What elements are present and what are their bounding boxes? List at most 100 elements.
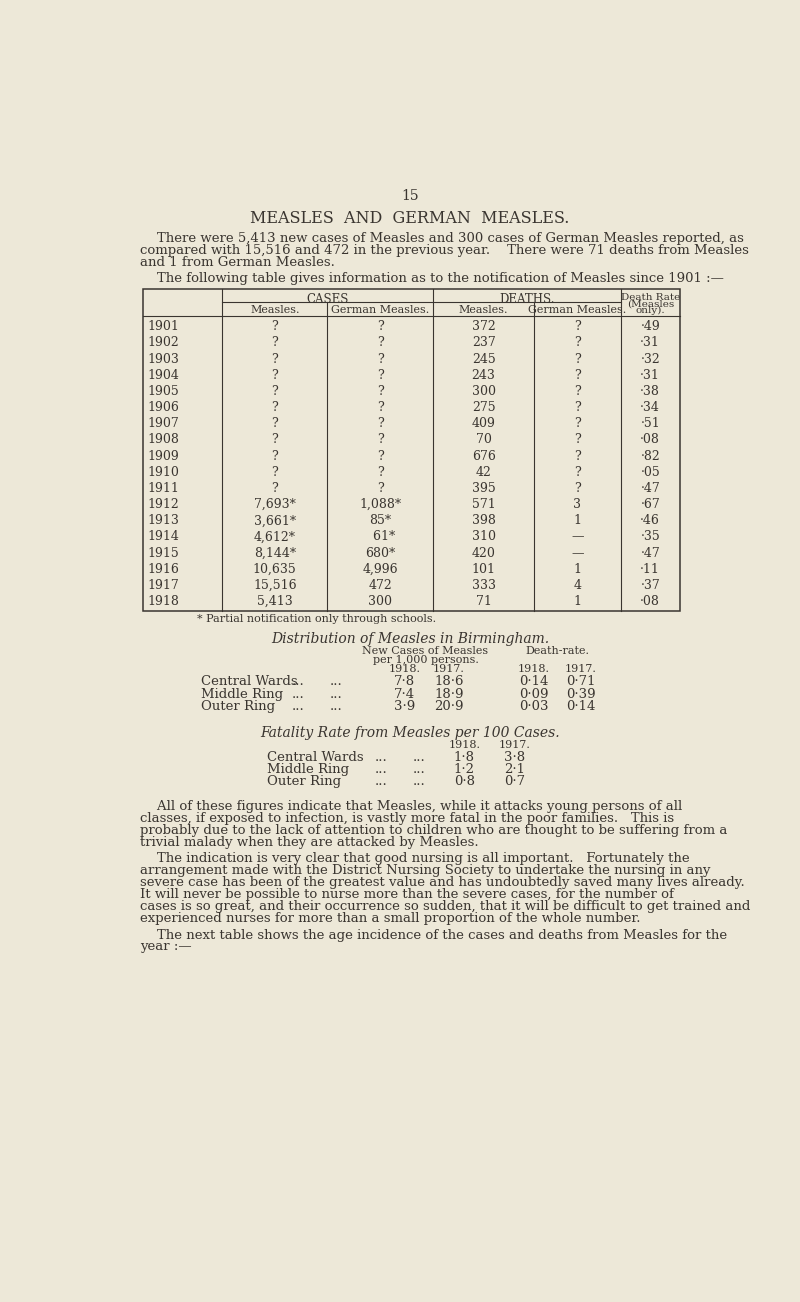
Text: 1909: 1909 bbox=[147, 449, 179, 462]
Text: 1: 1 bbox=[574, 595, 582, 608]
Text: 101: 101 bbox=[472, 562, 496, 575]
Text: 20·9: 20·9 bbox=[434, 700, 463, 713]
Text: ·34: ·34 bbox=[640, 401, 660, 414]
Text: ?: ? bbox=[377, 466, 383, 479]
Text: 85*: 85* bbox=[369, 514, 391, 527]
Text: 1918.: 1918. bbox=[448, 740, 480, 750]
Text: 0·7: 0·7 bbox=[504, 775, 525, 788]
Text: ·31: ·31 bbox=[640, 368, 660, 381]
Text: cases is so great, and their occurrence so sudden, that it will be difficult to : cases is so great, and their occurrence … bbox=[140, 900, 750, 913]
Text: ·32: ·32 bbox=[640, 353, 660, 366]
Text: 0·03: 0·03 bbox=[519, 700, 549, 713]
Text: 1917.: 1917. bbox=[565, 664, 597, 674]
Text: ?: ? bbox=[271, 434, 278, 447]
Text: only).: only). bbox=[635, 306, 665, 315]
Text: ?: ? bbox=[271, 417, 278, 430]
Text: 395: 395 bbox=[472, 482, 495, 495]
Text: 1916: 1916 bbox=[147, 562, 179, 575]
Text: Central Wards: Central Wards bbox=[266, 751, 363, 764]
Text: compared with 15,516 and 472 in the previous year.    There were 71 deaths from : compared with 15,516 and 472 in the prev… bbox=[140, 243, 749, 256]
Text: 1908: 1908 bbox=[147, 434, 179, 447]
Text: Middle Ring: Middle Ring bbox=[266, 763, 349, 776]
Text: ...: ... bbox=[375, 751, 388, 764]
Text: and 1 from German Measles.: and 1 from German Measles. bbox=[140, 255, 335, 268]
Text: ...: ... bbox=[292, 687, 305, 700]
Text: ·35: ·35 bbox=[640, 530, 660, 543]
Text: 1917: 1917 bbox=[147, 579, 179, 592]
Text: ?: ? bbox=[271, 320, 278, 333]
Text: 1918.: 1918. bbox=[518, 664, 550, 674]
Text: 0·39: 0·39 bbox=[566, 687, 595, 700]
Text: 1: 1 bbox=[574, 514, 582, 527]
Text: ...: ... bbox=[330, 676, 342, 689]
Text: 472: 472 bbox=[368, 579, 392, 592]
Text: German Measles.: German Measles. bbox=[528, 305, 626, 315]
Text: Death Rate: Death Rate bbox=[621, 293, 680, 302]
Text: ?: ? bbox=[377, 434, 383, 447]
Text: ?: ? bbox=[377, 336, 383, 349]
Text: 18·9: 18·9 bbox=[434, 687, 463, 700]
Text: 1917.: 1917. bbox=[433, 664, 465, 674]
Text: Measles.: Measles. bbox=[459, 305, 508, 315]
Text: 1906: 1906 bbox=[147, 401, 179, 414]
Text: 1904: 1904 bbox=[147, 368, 179, 381]
Text: 1911: 1911 bbox=[147, 482, 179, 495]
Text: Measles.: Measles. bbox=[250, 305, 299, 315]
Text: 676: 676 bbox=[472, 449, 495, 462]
Text: 1915: 1915 bbox=[147, 547, 179, 560]
Text: ?: ? bbox=[271, 449, 278, 462]
Text: ?: ? bbox=[377, 401, 383, 414]
Text: year :—: year :— bbox=[140, 940, 192, 953]
Text: ·47: ·47 bbox=[640, 482, 660, 495]
Text: 70: 70 bbox=[476, 434, 491, 447]
Text: 1912: 1912 bbox=[147, 499, 179, 512]
Text: ?: ? bbox=[574, 449, 581, 462]
Text: CASES: CASES bbox=[306, 293, 349, 306]
Text: 15: 15 bbox=[401, 189, 419, 203]
Text: ?: ? bbox=[574, 385, 581, 398]
Text: ?: ? bbox=[377, 449, 383, 462]
Text: * Partial notification only through schools.: * Partial notification only through scho… bbox=[198, 615, 437, 625]
Text: severe case has been of the greatest value and has undoubtedly saved many lives : severe case has been of the greatest val… bbox=[140, 876, 745, 889]
Text: ?: ? bbox=[377, 482, 383, 495]
Text: Central Wards: Central Wards bbox=[201, 676, 298, 689]
Text: 7·4: 7·4 bbox=[394, 687, 415, 700]
Text: 8,144*: 8,144* bbox=[254, 547, 296, 560]
Text: ?: ? bbox=[377, 385, 383, 398]
Text: ?: ? bbox=[377, 353, 383, 366]
Text: ?: ? bbox=[574, 466, 581, 479]
Text: 310: 310 bbox=[472, 530, 496, 543]
Text: ...: ... bbox=[292, 700, 305, 713]
Text: Outer Ring: Outer Ring bbox=[266, 775, 341, 788]
Text: ?: ? bbox=[377, 320, 383, 333]
Text: Outer Ring: Outer Ring bbox=[201, 700, 275, 713]
Text: experienced nurses for more than a small proportion of the whole number.: experienced nurses for more than a small… bbox=[140, 911, 641, 924]
Text: ·38: ·38 bbox=[640, 385, 660, 398]
Text: 0·8: 0·8 bbox=[454, 775, 474, 788]
Text: 15,516: 15,516 bbox=[253, 579, 297, 592]
Text: 2·1: 2·1 bbox=[504, 763, 525, 776]
Text: ...: ... bbox=[375, 775, 388, 788]
Text: trivial malady when they are attacked by Measles.: trivial malady when they are attacked by… bbox=[140, 836, 479, 849]
Text: Death-rate.: Death-rate. bbox=[526, 646, 590, 656]
Text: Distribution of Measles in Birmingham.: Distribution of Measles in Birmingham. bbox=[271, 631, 549, 646]
Text: ?: ? bbox=[574, 320, 581, 333]
Text: ·08: ·08 bbox=[640, 595, 660, 608]
Text: ?: ? bbox=[271, 466, 278, 479]
Text: 0·09: 0·09 bbox=[519, 687, 549, 700]
Text: 1,088*: 1,088* bbox=[359, 499, 402, 512]
Text: 1917.: 1917. bbox=[498, 740, 530, 750]
Text: ?: ? bbox=[574, 417, 581, 430]
Text: 1: 1 bbox=[574, 562, 582, 575]
Text: 71: 71 bbox=[476, 595, 491, 608]
Text: ?: ? bbox=[574, 336, 581, 349]
Text: 571: 571 bbox=[472, 499, 495, 512]
Text: 398: 398 bbox=[472, 514, 495, 527]
Text: 3·8: 3·8 bbox=[504, 751, 525, 764]
Text: 1901: 1901 bbox=[147, 320, 179, 333]
Text: ...: ... bbox=[375, 763, 388, 776]
Text: 275: 275 bbox=[472, 401, 495, 414]
Text: ·46: ·46 bbox=[640, 514, 660, 527]
Text: 10,635: 10,635 bbox=[253, 562, 297, 575]
Text: ·31: ·31 bbox=[640, 336, 660, 349]
